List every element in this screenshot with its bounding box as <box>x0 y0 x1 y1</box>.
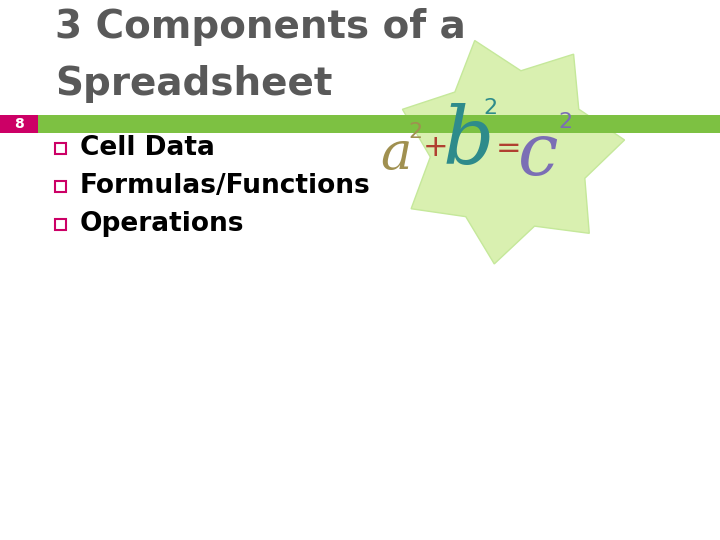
Text: c: c <box>518 120 559 190</box>
Bar <box>55 143 66 153</box>
Text: 3 Components of a: 3 Components of a <box>55 8 466 46</box>
Text: b: b <box>443 103 495 181</box>
Bar <box>0 115 720 133</box>
Text: Formulas/Functions: Formulas/Functions <box>80 173 371 199</box>
Text: Operations: Operations <box>80 211 245 237</box>
Text: 8: 8 <box>14 117 24 131</box>
Text: Spreadsheet: Spreadsheet <box>55 65 333 103</box>
Bar <box>55 180 66 192</box>
Bar <box>0 115 38 133</box>
Polygon shape <box>402 40 624 264</box>
Text: 2: 2 <box>558 112 572 132</box>
Text: a: a <box>380 130 412 180</box>
Text: +: + <box>423 133 449 163</box>
Bar <box>55 219 66 230</box>
Text: Cell Data: Cell Data <box>80 135 215 161</box>
Text: 2: 2 <box>408 122 422 142</box>
Text: 2: 2 <box>483 98 497 118</box>
Text: =: = <box>496 133 521 163</box>
